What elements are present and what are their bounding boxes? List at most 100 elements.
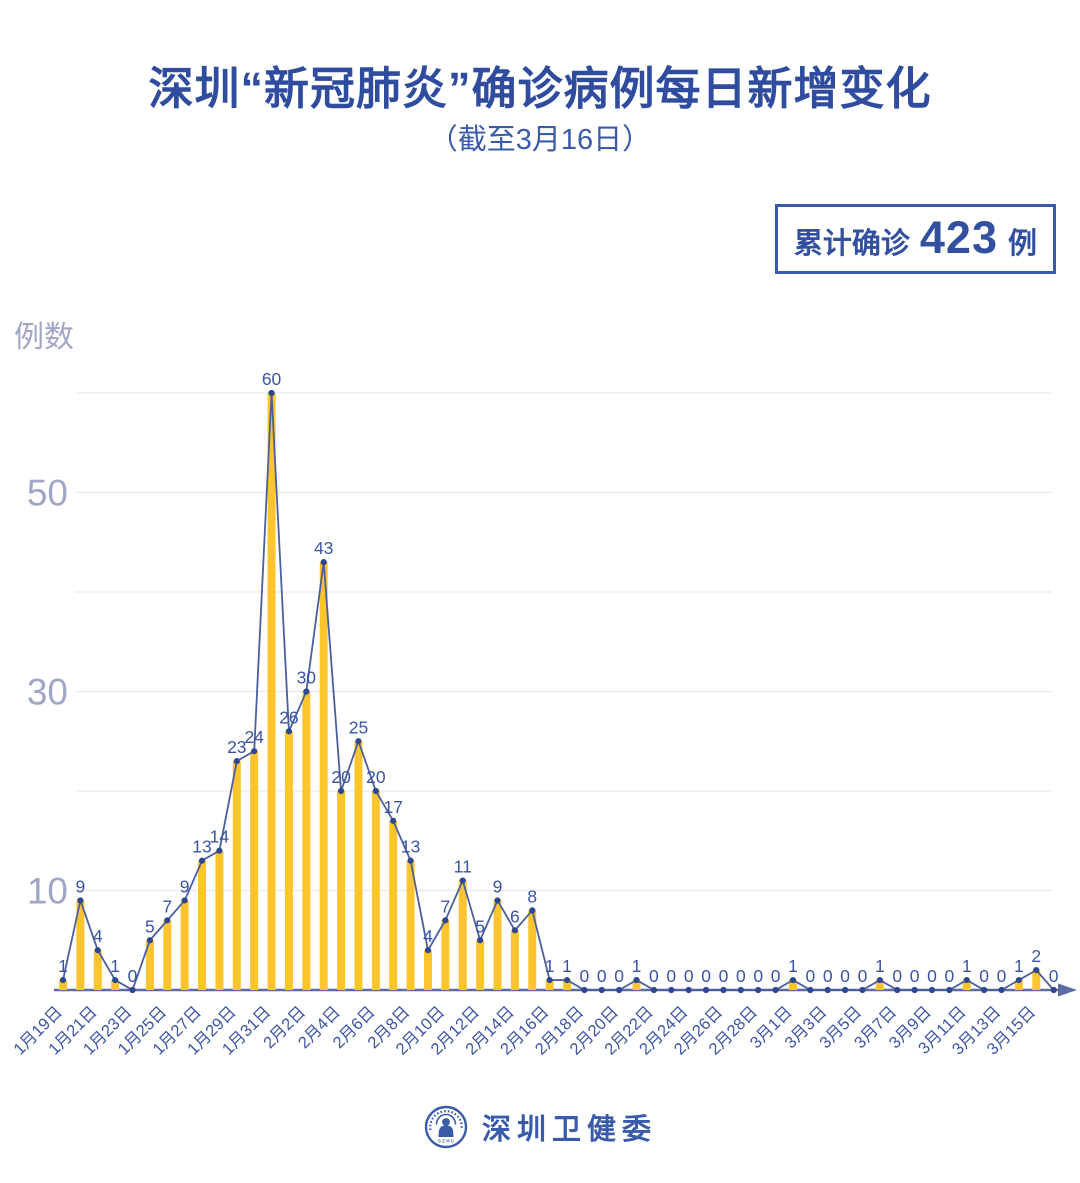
data-point	[755, 986, 762, 994]
point-label: 1	[110, 956, 120, 976]
cumulative-total-badge: 累计确诊 423 例	[774, 204, 1056, 274]
data-point	[129, 986, 136, 994]
point-label: 0	[771, 966, 781, 986]
data-point	[216, 847, 223, 854]
data-point	[598, 986, 605, 994]
data-point	[390, 817, 397, 824]
point-label: 1	[1014, 956, 1024, 976]
data-point	[946, 986, 953, 994]
bar	[1032, 970, 1041, 990]
data-point	[268, 389, 275, 397]
bar	[389, 820, 398, 990]
bar	[163, 920, 172, 990]
data-point	[112, 976, 119, 984]
data-point	[320, 559, 327, 566]
data-point	[529, 907, 536, 914]
bar	[875, 980, 884, 990]
page-subtitle: （截至3月16日）	[428, 124, 652, 156]
data-point	[494, 897, 501, 904]
point-label: 0	[580, 966, 590, 986]
data-point	[737, 986, 744, 994]
bar	[510, 930, 519, 990]
point-label: 7	[162, 896, 172, 916]
data-point	[77, 897, 84, 904]
data-point	[998, 986, 1005, 994]
bar	[545, 980, 554, 990]
point-label: 0	[597, 966, 607, 986]
bar	[458, 880, 467, 990]
bar	[267, 393, 276, 990]
point-label: 0	[753, 966, 763, 986]
data-point	[511, 927, 518, 934]
point-label: 26	[279, 707, 298, 727]
point-label: 5	[475, 916, 485, 936]
bar	[371, 791, 380, 990]
point-label: 0	[649, 966, 659, 986]
page-title: 深圳“新冠肺炎”确诊病例每日新增变化	[148, 63, 932, 114]
data-point	[337, 787, 345, 795]
data-point	[981, 986, 988, 994]
point-label: 60	[262, 369, 282, 389]
bar	[76, 900, 85, 990]
trend-line	[62, 392, 1055, 992]
point-label: 4	[423, 926, 433, 946]
data-point	[546, 976, 553, 984]
point-label: 0	[823, 966, 833, 986]
point-label: 6	[510, 906, 520, 926]
point-label: 23	[227, 737, 246, 757]
bar	[528, 910, 537, 990]
x-axis-arrow-icon	[1058, 983, 1077, 997]
point-label: 9	[180, 876, 190, 896]
point-label: 0	[927, 966, 937, 986]
data-point	[198, 857, 206, 864]
bar	[215, 850, 224, 990]
y-tick-label: 30	[27, 672, 68, 713]
bar	[145, 940, 154, 990]
point-label: 0	[684, 966, 694, 986]
data-point	[94, 947, 101, 954]
point-label: 0	[1049, 966, 1059, 986]
data-point	[842, 986, 849, 994]
point-label: 0	[997, 966, 1007, 986]
point-label: 1	[545, 956, 555, 976]
data-point	[146, 937, 153, 944]
data-point	[581, 986, 588, 994]
point-label: 20	[331, 767, 351, 787]
data-point	[772, 986, 779, 994]
data-point	[285, 728, 293, 735]
point-label: 7	[440, 896, 450, 916]
point-label: 1	[632, 956, 642, 976]
bar	[563, 980, 572, 990]
data-point	[824, 986, 831, 994]
data-point	[1033, 967, 1040, 974]
bar	[406, 860, 415, 990]
data-point	[789, 976, 797, 984]
bar	[788, 980, 797, 990]
data-point	[928, 986, 936, 994]
data-point	[807, 986, 814, 994]
data-point	[181, 897, 188, 904]
point-label: 25	[349, 717, 368, 737]
badge-prefix-label: 累计确诊	[793, 228, 910, 260]
data-point	[424, 947, 432, 954]
point-label: 24	[244, 727, 264, 747]
data-point	[668, 986, 675, 994]
point-label: 14	[210, 827, 230, 847]
data-point	[1015, 976, 1023, 984]
data-point	[59, 976, 67, 984]
point-label: 0	[128, 966, 138, 986]
data-point	[702, 986, 710, 994]
y-axis-title: 例数	[14, 321, 74, 354]
point-label: 11	[454, 857, 472, 877]
point-label: 9	[76, 876, 86, 896]
bar	[198, 860, 207, 990]
footer-brand: 深圳卫健委	[481, 1114, 657, 1146]
data-point	[303, 688, 310, 695]
data-point	[633, 976, 640, 984]
point-label: 5	[145, 916, 155, 936]
point-label: 30	[297, 668, 317, 688]
point-label: 0	[736, 966, 746, 986]
y-tick-label: 50	[27, 473, 68, 514]
point-label: 0	[805, 966, 815, 986]
point-label: 1	[788, 956, 798, 976]
